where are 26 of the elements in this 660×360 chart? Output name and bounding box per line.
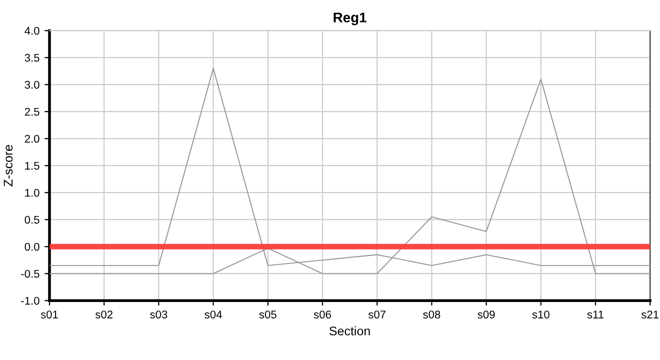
x-tick-label: s04 [204, 310, 222, 318]
chart-title: Reg1 [334, 12, 366, 26]
x-tick-label: s21 [641, 310, 659, 318]
y-axis-title: Z-score [4, 144, 13, 186]
x-tick-label: s08 [423, 310, 440, 318]
y-tick-label: -1.0 [21, 296, 40, 305]
y-tick-label: 2.5 [24, 108, 40, 116]
y-tick-label: 0.5 [24, 216, 40, 224]
x-tick-label: s09 [478, 310, 495, 318]
x-axis-title: Section [330, 326, 370, 336]
x-tick-label: s02 [95, 310, 112, 318]
y-tick-label: 4.0 [24, 26, 40, 35]
x-tick-label: s11 [587, 310, 604, 318]
x-tick-label: s10 [532, 310, 550, 318]
y-tick-label: 2.0 [24, 134, 40, 143]
y-tick-label: 3.0 [24, 80, 40, 89]
y-tick-label: 3.5 [24, 54, 40, 62]
x-tick-label: s03 [150, 310, 168, 318]
y-tick-label: -0.5 [21, 270, 40, 278]
y-tick-label: 1.0 [25, 188, 40, 197]
y-tick-label: 1.5 [25, 162, 40, 170]
x-tick-label: s01 [40, 310, 58, 318]
x-tick-label: s05 [259, 310, 276, 318]
x-tick-label: s07 [368, 310, 386, 318]
x-tick-label: s06 [314, 310, 331, 318]
y-tick-label: 0.0 [24, 242, 40, 251]
